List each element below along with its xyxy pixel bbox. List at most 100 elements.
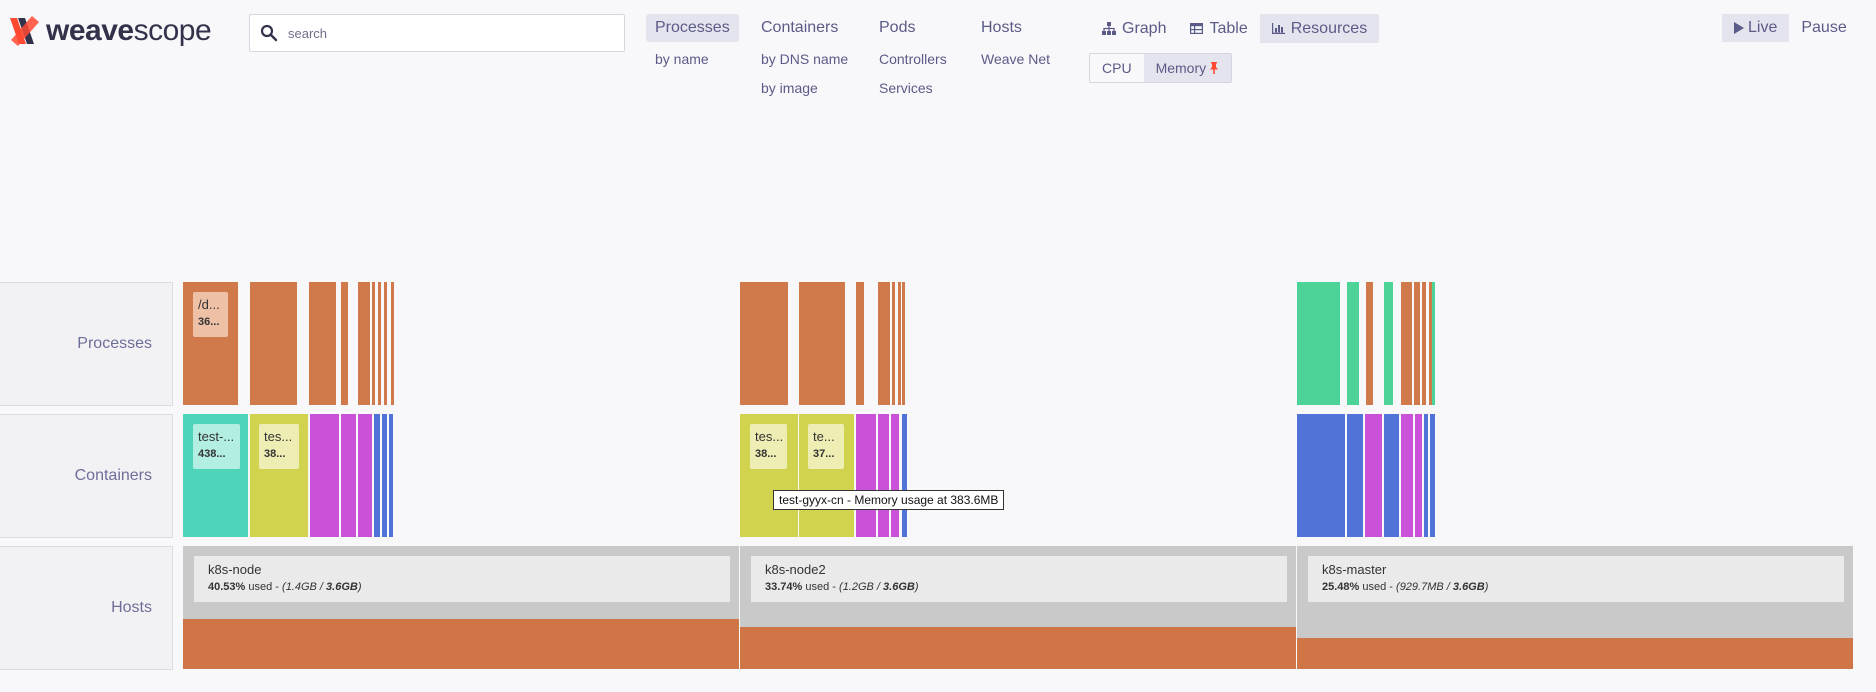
logo-text-weave: weave — [46, 14, 134, 47]
process-node[interactable] — [1297, 282, 1340, 405]
bar-chart-icon — [1271, 23, 1285, 34]
host-usage: 25.48% used - (929.7MB / 3.6GB) — [1322, 581, 1489, 593]
container-node[interactable] — [1401, 414, 1413, 537]
topology-processes-button[interactable]: Processes — [646, 14, 739, 42]
topology-containers-by-dns-name[interactable]: by DNS name — [761, 51, 849, 67]
process-node[interactable] — [740, 282, 788, 405]
host-usage: 40.53% used - (1.4GB / 3.6GB) — [208, 581, 362, 593]
container-node[interactable] — [1297, 414, 1345, 537]
container-node[interactable] — [382, 414, 387, 537]
process-node[interactable] — [898, 282, 901, 405]
container-node[interactable] — [1347, 414, 1363, 537]
process-node[interactable] — [358, 282, 370, 405]
process-node[interactable] — [1401, 282, 1412, 405]
view-mode-table-label: Table — [1209, 19, 1248, 37]
topology-pods: Pods Controllers Services — [870, 14, 956, 100]
process-node[interactable] — [250, 282, 297, 405]
table-icon — [1190, 23, 1204, 34]
container-node-label: test-... 438... — [193, 424, 240, 469]
view-mode-resources[interactable]: Resources — [1259, 14, 1380, 43]
process-node[interactable] — [309, 282, 336, 405]
thumbtack-icon — [1210, 62, 1219, 74]
process-node[interactable] — [902, 282, 905, 405]
process-node[interactable] — [1384, 282, 1393, 405]
process-node[interactable] — [892, 282, 895, 405]
container-node[interactable] — [1384, 414, 1399, 537]
metric-selector: CPU Memory — [1089, 53, 1233, 83]
process-node[interactable] — [341, 282, 348, 405]
search-box[interactable] — [249, 14, 625, 52]
process-node[interactable] — [391, 282, 394, 405]
process-node[interactable] — [1366, 282, 1373, 405]
node-tooltip: test-gyyx-cn - Memory usage at 383.6MB — [773, 490, 1005, 510]
logo-text-scope: scope — [133, 14, 212, 47]
search-input[interactable] — [288, 25, 608, 41]
process-node[interactable] — [1414, 282, 1420, 405]
process-node[interactable] — [378, 282, 381, 405]
process-node[interactable] — [1432, 282, 1435, 405]
view-mode-graph[interactable]: Graph — [1090, 14, 1178, 43]
topology-hosts-weave-net[interactable]: Weave Net — [981, 51, 1050, 67]
process-node[interactable] — [1422, 282, 1426, 405]
metric-memory[interactable]: Memory — [1143, 54, 1232, 82]
layer-label-containers: Containers — [0, 414, 173, 538]
pause-button[interactable]: Pause — [1789, 14, 1858, 42]
container-node[interactable] — [358, 414, 372, 537]
topology-pods-controllers[interactable]: Controllers — [879, 51, 947, 67]
search-icon — [260, 24, 278, 42]
sitemap-icon — [1102, 22, 1116, 35]
container-node[interactable] — [891, 414, 899, 537]
process-node[interactable] — [878, 282, 890, 405]
topology-containers: Containers by DNS name by image — [752, 14, 857, 100]
weavescope-logo-icon — [10, 16, 39, 46]
process-node[interactable] — [1429, 282, 1432, 405]
container-node[interactable] — [310, 414, 339, 537]
host-node-info: k8s-node2 33.74% used - (1.2GB / 3.6GB) — [751, 556, 1287, 602]
topology-pods-services[interactable]: Services — [879, 80, 933, 96]
process-node[interactable] — [384, 282, 387, 405]
container-node[interactable] — [1430, 414, 1435, 537]
topology-hosts-button[interactable]: Hosts — [981, 19, 1022, 36]
container-node-name: tes... — [755, 429, 784, 444]
container-node-label: te... 37... — [808, 424, 844, 469]
container-node[interactable] — [856, 414, 876, 537]
host-memory-bar — [1297, 638, 1853, 669]
container-node-value: 37... — [813, 448, 835, 460]
topology-processes: Processes by name — [646, 14, 739, 71]
container-node-value: 438... — [198, 448, 226, 460]
weavescope-logo[interactable]: weavescope — [8, 14, 212, 48]
metric-cpu[interactable]: CPU — [1090, 54, 1144, 82]
container-node[interactable] — [1424, 414, 1428, 537]
process-node-label: /d... 36... — [193, 292, 228, 337]
process-node[interactable] — [799, 282, 845, 405]
topology-hosts: Hosts Weave Net — [972, 14, 1059, 71]
container-node[interactable] — [341, 414, 356, 537]
live-button[interactable]: Live — [1722, 14, 1790, 42]
container-node-label: tes... 38... — [259, 424, 299, 469]
container-node[interactable] — [389, 414, 393, 537]
container-node-name: tes... — [264, 429, 293, 444]
layer-label-processes: Processes — [0, 282, 173, 406]
topology-containers-by-image[interactable]: by image — [761, 80, 818, 96]
topology-pods-button[interactable]: Pods — [879, 19, 916, 36]
container-node[interactable] — [1415, 414, 1422, 537]
host-node-info: k8s-node 40.53% used - (1.4GB / 3.6GB) — [194, 556, 730, 602]
container-node-name: te... — [813, 429, 835, 444]
host-name: k8s-node2 — [765, 562, 826, 577]
container-node[interactable] — [878, 414, 889, 537]
host-usage: 33.74% used - (1.2GB / 3.6GB) — [765, 581, 919, 593]
process-node[interactable] — [372, 282, 375, 405]
topology-processes-by-name[interactable]: by name — [655, 51, 709, 67]
host-name: k8s-node — [208, 562, 262, 577]
topology-containers-button[interactable]: Containers — [761, 19, 839, 36]
container-node[interactable] — [902, 414, 907, 537]
host-name: k8s-master — [1322, 562, 1387, 577]
metric-memory-label: Memory — [1155, 60, 1207, 76]
container-node[interactable] — [374, 414, 380, 537]
container-node[interactable] — [1365, 414, 1382, 537]
host-memory-bar — [740, 627, 1296, 669]
process-node[interactable] — [1347, 282, 1359, 405]
process-node[interactable] — [856, 282, 864, 405]
host-node-info: k8s-master 25.48% used - (929.7MB / 3.6G… — [1308, 556, 1844, 602]
view-mode-table[interactable]: Table — [1178, 14, 1259, 43]
